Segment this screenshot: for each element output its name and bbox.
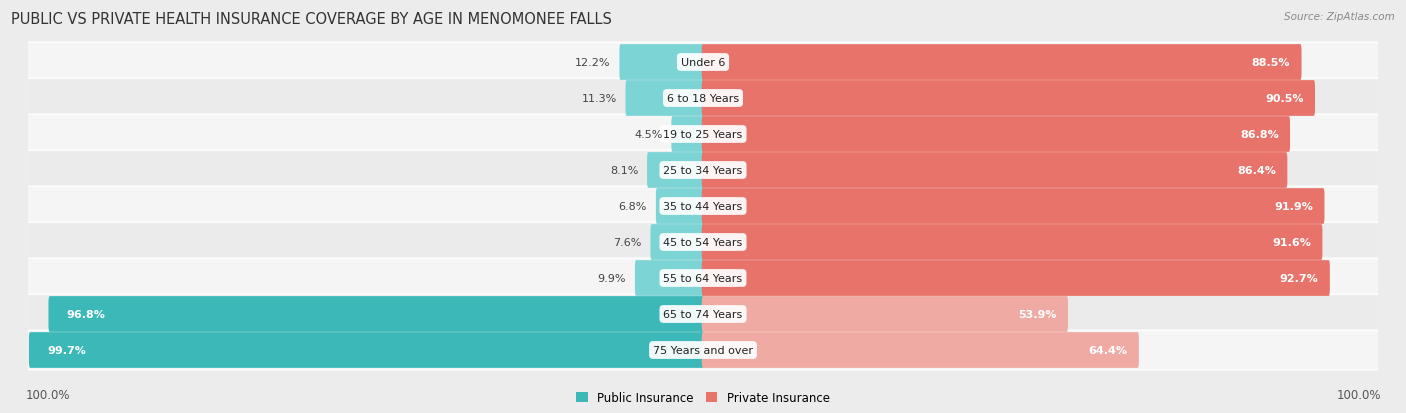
Text: 25 to 34 Years: 25 to 34 Years [664, 166, 742, 176]
Text: 65 to 74 Years: 65 to 74 Years [664, 309, 742, 319]
FancyBboxPatch shape [702, 225, 1323, 260]
Text: Under 6: Under 6 [681, 58, 725, 68]
FancyBboxPatch shape [28, 259, 1378, 298]
Text: PUBLIC VS PRIVATE HEALTH INSURANCE COVERAGE BY AGE IN MENOMONEE FALLS: PUBLIC VS PRIVATE HEALTH INSURANCE COVER… [11, 12, 612, 27]
FancyBboxPatch shape [636, 261, 704, 296]
Text: 92.7%: 92.7% [1279, 273, 1319, 283]
Text: 88.5%: 88.5% [1251, 58, 1291, 68]
Text: 64.4%: 64.4% [1088, 345, 1128, 355]
Text: 45 to 54 Years: 45 to 54 Years [664, 237, 742, 247]
FancyBboxPatch shape [48, 297, 704, 332]
FancyBboxPatch shape [702, 45, 1302, 81]
FancyBboxPatch shape [651, 225, 704, 260]
Text: 55 to 64 Years: 55 to 64 Years [664, 273, 742, 283]
Text: 6 to 18 Years: 6 to 18 Years [666, 94, 740, 104]
FancyBboxPatch shape [702, 153, 1288, 188]
FancyBboxPatch shape [30, 332, 704, 368]
FancyBboxPatch shape [702, 189, 1324, 224]
FancyBboxPatch shape [626, 81, 704, 116]
Text: 86.4%: 86.4% [1237, 166, 1277, 176]
Text: 9.9%: 9.9% [598, 273, 626, 283]
Text: 6.8%: 6.8% [619, 202, 647, 211]
Text: 11.3%: 11.3% [581, 94, 617, 104]
Text: 91.6%: 91.6% [1272, 237, 1310, 247]
FancyBboxPatch shape [28, 115, 1378, 154]
FancyBboxPatch shape [672, 117, 704, 152]
Text: 100.0%: 100.0% [1336, 388, 1381, 401]
Text: 75 Years and over: 75 Years and over [652, 345, 754, 355]
FancyBboxPatch shape [702, 81, 1315, 116]
Text: 100.0%: 100.0% [25, 388, 70, 401]
FancyBboxPatch shape [702, 261, 1330, 296]
Text: 8.1%: 8.1% [610, 166, 638, 176]
Text: 35 to 44 Years: 35 to 44 Years [664, 202, 742, 211]
Text: 53.9%: 53.9% [1018, 309, 1057, 319]
Text: 90.5%: 90.5% [1265, 94, 1303, 104]
FancyBboxPatch shape [702, 297, 1069, 332]
FancyBboxPatch shape [28, 43, 1378, 83]
Text: 86.8%: 86.8% [1240, 130, 1278, 140]
Text: 4.5%: 4.5% [634, 130, 662, 140]
Text: 19 to 25 Years: 19 to 25 Years [664, 130, 742, 140]
Text: 99.7%: 99.7% [46, 345, 86, 355]
FancyBboxPatch shape [702, 117, 1291, 152]
Text: Source: ZipAtlas.com: Source: ZipAtlas.com [1284, 12, 1395, 22]
FancyBboxPatch shape [620, 45, 704, 81]
FancyBboxPatch shape [28, 187, 1378, 226]
FancyBboxPatch shape [702, 332, 1139, 368]
Text: 12.2%: 12.2% [575, 58, 610, 68]
FancyBboxPatch shape [647, 153, 704, 188]
FancyBboxPatch shape [655, 189, 704, 224]
FancyBboxPatch shape [28, 79, 1378, 119]
Text: 96.8%: 96.8% [66, 309, 105, 319]
FancyBboxPatch shape [28, 223, 1378, 262]
Text: 91.9%: 91.9% [1274, 202, 1313, 211]
FancyBboxPatch shape [28, 294, 1378, 334]
FancyBboxPatch shape [28, 330, 1378, 370]
Text: 7.6%: 7.6% [613, 237, 641, 247]
FancyBboxPatch shape [28, 151, 1378, 190]
Legend: Public Insurance, Private Insurance: Public Insurance, Private Insurance [571, 387, 835, 409]
